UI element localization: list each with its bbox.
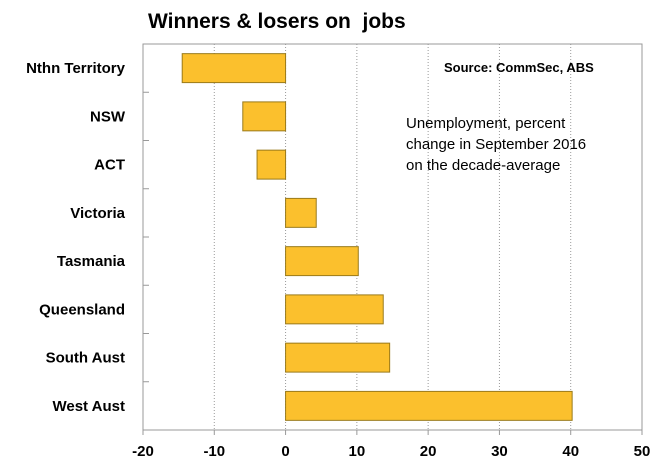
plot-frame (142, 43, 643, 431)
annotation-line-2: change in September 2016 (406, 136, 586, 153)
x-tick-label: 40 (562, 443, 579, 460)
bar-west-aust (285, 390, 573, 421)
category-label-victoria: Victoria (70, 205, 125, 222)
category-label-south-aust: South Aust (46, 350, 125, 367)
category-label-west-aust: West Aust (52, 398, 125, 415)
x-tick-label: 10 (349, 443, 366, 460)
x-tick-label: -20 (132, 443, 154, 460)
x-tick-labels: -20 -10 0 10 20 30 40 50 (132, 443, 650, 460)
chart-title: Winners & losers on jobs (148, 10, 406, 33)
annotation-line-3: on the decade-average (406, 157, 560, 174)
category-label-tasmania: Tasmania (57, 253, 126, 270)
bar-victoria (285, 197, 317, 228)
category-label-nthn-territory: Nthn Territory (26, 60, 126, 77)
bar-queensland (285, 294, 384, 325)
category-label-nsw: NSW (90, 108, 126, 125)
bar-nthn-territory (181, 53, 287, 84)
annotation-line-1: Unemployment, percent (406, 115, 566, 132)
bars (181, 53, 573, 421)
bar-act (256, 149, 287, 180)
category-label-queensland: Queensland (39, 301, 125, 318)
category-labels: Nthn Territory NSW ACT Victoria Tasmania Quee… (26, 60, 126, 415)
bar-nsw (242, 101, 287, 132)
x-tick-label: 30 (491, 443, 508, 460)
x-tick-label: -10 (203, 443, 225, 460)
bar-south-aust (285, 342, 391, 373)
source-note: Source: CommSec, ABS (444, 60, 594, 75)
x-tick-label: 20 (420, 443, 437, 460)
x-tick-label: 50 (634, 443, 651, 460)
x-tick-label: 0 (281, 443, 289, 460)
category-label-act: ACT (94, 157, 125, 174)
bar-tasmania (285, 246, 359, 277)
axes (142, 43, 643, 435)
